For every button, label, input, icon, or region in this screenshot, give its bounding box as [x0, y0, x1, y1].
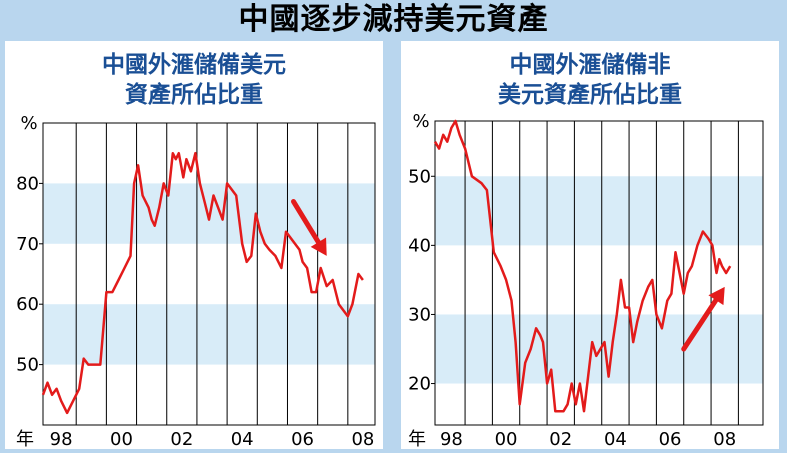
series-line: [41, 151, 364, 415]
y-tick-label: 50: [16, 355, 39, 376]
grid-band: [43, 304, 375, 365]
x-tick-label: 04: [231, 429, 254, 449]
x-tick-label: 04: [604, 429, 627, 449]
non-usd-panel-title-line2: 美元資產所佔比重: [498, 82, 682, 108]
x-tick-label: 02: [549, 429, 572, 449]
trend-arrow-head: [708, 286, 725, 306]
plot-area: [43, 123, 375, 425]
y-tick-label: 60: [16, 294, 39, 315]
non-usd-share-panel: 中國外滙儲備非 美元資產所佔比重 20 30 40 50% 98 00 02 04 06 08 年: [401, 41, 779, 449]
x-axis-year-label: 年: [408, 429, 426, 449]
y-tick-label: 20: [408, 374, 431, 395]
x-tick-label: 00: [110, 429, 133, 449]
x-tick-label: 02: [170, 429, 193, 449]
plot-frame: [434, 120, 764, 426]
x-tick-label: 06: [291, 429, 314, 449]
trend-arrow-shaft: [291, 199, 321, 245]
trend-arrow-shaft: [681, 297, 719, 352]
non-usd-share-chart: 20 30 40 50% 98 00 02 04 06 08 年: [408, 111, 764, 449]
plot-frame: [42, 122, 376, 426]
main-title: 中國逐步減持美元資產: [238, 2, 549, 37]
x-tick-label: 00: [495, 429, 518, 449]
x-tick-label: 08: [713, 429, 736, 449]
x-tick-label: 98: [440, 429, 463, 449]
y-tick-label: 50: [408, 166, 431, 187]
y-unit-label: %: [20, 113, 37, 134]
usd-share-panel: 中國外滙儲備美元 資產所佔比重 50 60 70 80% 98 00 02 04 06 08 年: [5, 41, 383, 449]
trend-arrow-head: [310, 237, 327, 256]
x-tick-label: 98: [50, 429, 73, 449]
x-axis-year-label: 年: [16, 429, 34, 449]
non-usd-panel-title-line1: 中國外滙儲備非: [509, 52, 671, 78]
y-tick-label: 80: [16, 173, 39, 194]
y-tick-label: 40: [408, 235, 431, 256]
x-tick-label: 08: [351, 429, 374, 449]
y-unit-label: %: [412, 111, 429, 132]
y-tick-label: 70: [16, 234, 39, 255]
usd-panel-title-line1: 中國外滙儲備美元: [102, 52, 286, 78]
series-line: [433, 119, 732, 413]
x-tick-label: 06: [659, 429, 682, 449]
y-tick-label: 30: [408, 304, 431, 325]
usd-panel-title-line2: 資產所佔比重: [125, 82, 263, 108]
usd-share-chart: 50 60 70 80% 98 00 02 04 06 08 年: [16, 113, 376, 449]
